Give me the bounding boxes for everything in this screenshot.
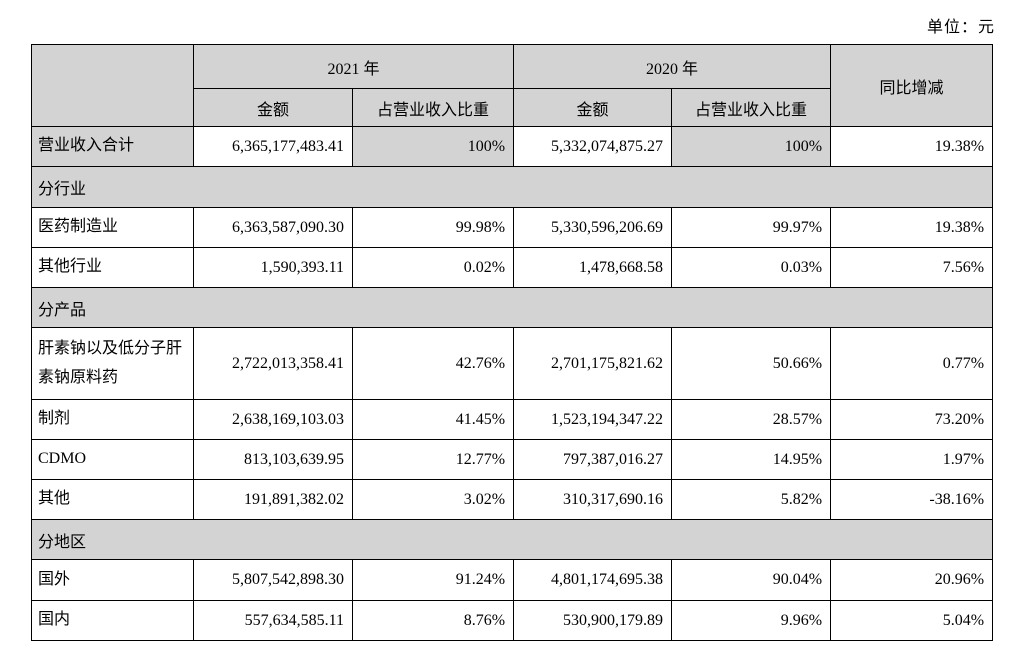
section-header-row: 分行业 [30,166,994,208]
amount-2020-cell: 310,317,690.16 [513,479,673,520]
row-label-cell: 营业收入合计 [31,126,194,167]
row-label-cell: 肝素钠以及低分子肝素钠原料药 [31,327,194,400]
row-label-cell: CDMO [31,439,194,480]
table-row: 其他 191,891,382.02 3.02% 310,317,690.16 5… [31,479,994,520]
header-share-2021: 占营业收入比重 [351,88,515,127]
pct-2020-cell: 50.66% [671,327,832,400]
yoy-cell: 19.38% [830,207,994,248]
amount-2020-cell: 1,478,668.58 [513,247,673,288]
pct-2021-cell: 12.77% [351,439,515,480]
pct-2021-cell: 0.02% [351,247,515,288]
yoy-cell: 73.20% [830,399,994,440]
table-row-total: 营业收入合计 6,365,177,483.41 100% 5,332,074,8… [31,126,994,167]
row-label-cell: 制剂 [31,399,194,440]
table-row: 医药制造业 6,363,587,090.30 99.98% 5,330,596,… [31,207,994,248]
pct-2020-cell: 100% [671,126,832,167]
amount-2021-cell: 191,891,382.02 [193,479,353,520]
row-label-cell: 其他行业 [31,247,194,288]
amount-2021-cell: 6,365,177,483.41 [193,126,353,167]
pct-2021-cell: 8.76% [351,600,515,641]
section-header-row: 分地区 [30,519,994,560]
pct-2020-cell: 9.96% [671,600,832,641]
amount-2020-cell: 530,900,179.89 [513,600,673,641]
header-year-2021: 2021 年 [192,44,515,89]
yoy-cell: 0.77% [830,327,994,400]
pct-2021-cell: 42.76% [351,327,515,400]
yoy-cell: 19.38% [830,126,994,167]
pct-2020-cell: 0.03% [671,247,832,288]
amount-2021-cell: 5,807,542,898.30 [193,559,353,601]
amount-2021-cell: 6,363,587,090.30 [193,207,353,248]
table-row: 国内 557,634,585.11 8.76% 530,900,179.89 9… [31,600,994,641]
unit-label: 单位：元 [926,19,995,36]
yoy-cell: 20.96% [830,559,994,601]
amount-2021-cell: 2,638,169,103.03 [193,399,353,440]
row-label-cell: 国内 [31,600,194,641]
amount-2020-cell: 2,701,175,821.62 [513,327,673,400]
section-label-cell: 分产品 [30,287,994,328]
amount-2020-cell: 5,332,074,875.27 [513,126,673,167]
pct-2020-cell: 5.82% [671,479,832,520]
header-share-2020: 占营业收入比重 [671,88,832,127]
revenue-breakdown-table: 2021 年 2020 年 同比增减 金额 占营业收入比重 金额 占营业收入比重… [30,44,994,641]
amount-2021-cell: 557,634,585.11 [193,600,353,641]
header-yoy: 同比增减 [830,44,994,127]
pct-2021-cell: 41.45% [351,399,515,440]
header-row-years: 2021 年 2020 年 同比增减 [31,44,994,127]
pct-2020-cell: 28.57% [671,399,832,440]
pct-2021-cell: 91.24% [351,559,515,601]
yoy-cell: 5.04% [830,600,994,641]
amount-2020-cell: 1,523,194,347.22 [513,399,673,440]
header-row-subcolumns: 金额 占营业收入比重 金额 占营业收入比重 [32,88,993,127]
amount-2021-cell: 813,103,639.95 [193,439,353,480]
pct-2020-cell: 99.97% [671,207,832,248]
table-row: 其他行业 1,590,393.11 0.02% 1,478,668.58 0.0… [31,247,994,288]
pct-2020-cell: 90.04% [671,559,832,601]
yoy-cell: 7.56% [830,247,994,288]
pct-2021-cell: 99.98% [351,207,515,248]
pct-2020-cell: 14.95% [671,439,832,480]
section-label-cell: 分地区 [30,519,994,560]
amount-2020-cell: 797,387,016.27 [513,439,673,480]
yoy-cell: -38.16% [830,479,994,520]
table-row: 制剂 2,638,169,103.03 41.45% 1,523,194,347… [31,399,994,440]
yoy-cell: 1.97% [830,439,994,480]
pct-2021-cell: 100% [351,126,515,167]
table-row: 国外 5,807,542,898.30 91.24% 4,801,174,695… [31,559,994,601]
pct-2021-cell: 3.02% [351,479,515,520]
header-corner-cell [31,44,194,127]
header-year-2020: 2020 年 [513,44,832,89]
amount-2021-cell: 2,722,013,358.41 [193,327,353,400]
row-label-cell: 国外 [31,559,194,601]
section-label-cell: 分行业 [30,166,994,208]
section-header-row: 分产品 [30,287,994,328]
header-amount-2020: 金额 [513,88,673,127]
row-label-cell: 医药制造业 [31,207,194,248]
header-amount-2021: 金额 [193,88,353,127]
row-label-cell: 其他 [31,479,194,520]
table-row: 肝素钠以及低分子肝素钠原料药 2,722,013,358.41 42.76% 2… [31,327,994,400]
amount-2020-cell: 4,801,174,695.38 [513,559,673,601]
table-row: CDMO 813,103,639.95 12.77% 797,387,016.2… [31,439,994,480]
amount-2020-cell: 5,330,596,206.69 [513,207,673,248]
amount-2021-cell: 1,590,393.11 [193,247,353,288]
